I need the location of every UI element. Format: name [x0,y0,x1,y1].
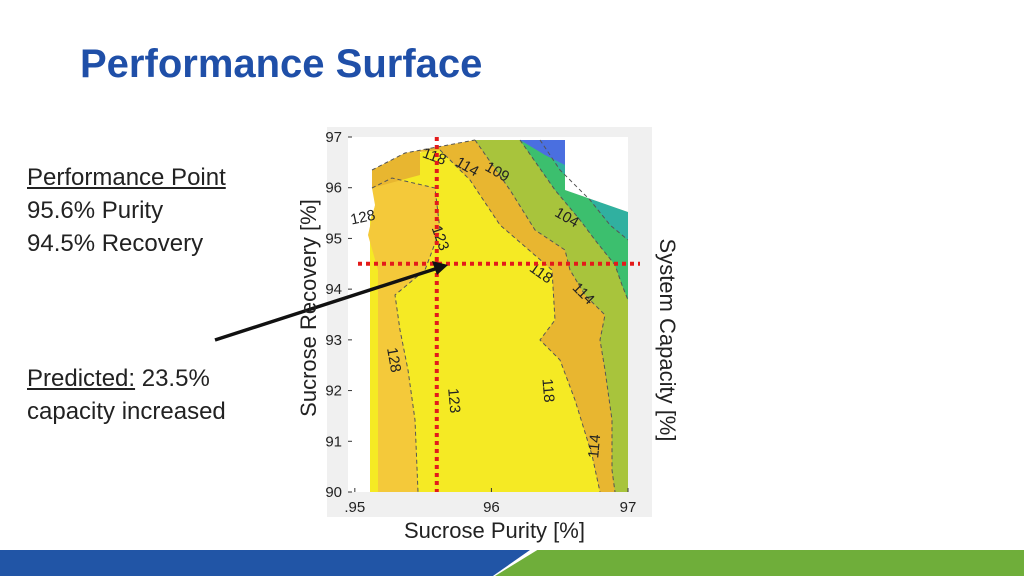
band-cyan [540,140,628,240]
contour-line-114 [519,139,628,301]
contour-line-top [371,139,476,171]
x-tick-label-1: 96 [483,499,500,516]
y-tick-label-3: 93 [325,332,342,349]
contour-line-109 [539,139,628,241]
y-tick-label-4: 94 [325,281,342,298]
performance-point-heading: Performance Point [27,164,226,191]
missing-region [565,137,628,212]
x-axis-label: Sucrose Purity [%] [404,518,585,543]
y-tick-label-6: 96 [325,180,342,197]
prediction-heading: Predicted: [27,365,136,392]
pointer-arrow-shaft [214,266,439,342]
contour-lines [371,139,628,492]
y-tick-label-2: 92 [325,383,342,400]
performance-purity: 95.6% Purity [27,197,164,224]
colorbar-axis-label: System Capacity [%] [655,238,680,442]
contour-bands [368,137,628,492]
footer-bar-green [495,550,1024,576]
y-tick-label-0: 90 [325,484,342,501]
contour-label-128-8: 128 [383,346,404,374]
band-blue [520,140,565,165]
y-tick-label-1: 91 [325,433,342,450]
slide-title: Performance Surface [80,42,483,86]
contour-line-118 [474,139,616,492]
y-tick-label-7: 97 [325,129,342,146]
performance-recovery: 94.5% Recovery [27,230,204,257]
contour-label-123-9: 123 [444,387,463,413]
prediction-block: Predicted: 23.5% capacity increased [27,362,226,428]
y-axis-label: Sucrose Recovery [%] [296,199,321,417]
x-tick-label-0: .95 [344,499,365,516]
footer-bar-blue [0,550,530,576]
prediction-caption: capacity increased [27,398,226,425]
prediction-line: Predicted: 23.5% [27,362,226,395]
contour-label-128-4: 128 [349,207,377,229]
performance-point-block: Performance Point 95.6% Purity 94.5% Rec… [27,161,226,260]
x-tick-label-2: 97 [620,499,637,516]
contour-line-128a [371,177,441,492]
prediction-value: 23.5% [135,365,210,392]
contour-label-118-10: 118 [538,378,557,403]
contour-label-114-11: 114 [585,434,604,459]
band-teal [520,140,628,492]
y-tick-label-5: 95 [325,230,342,247]
contour-line-123 [439,149,601,492]
pointer-arrow-head [432,261,448,275]
